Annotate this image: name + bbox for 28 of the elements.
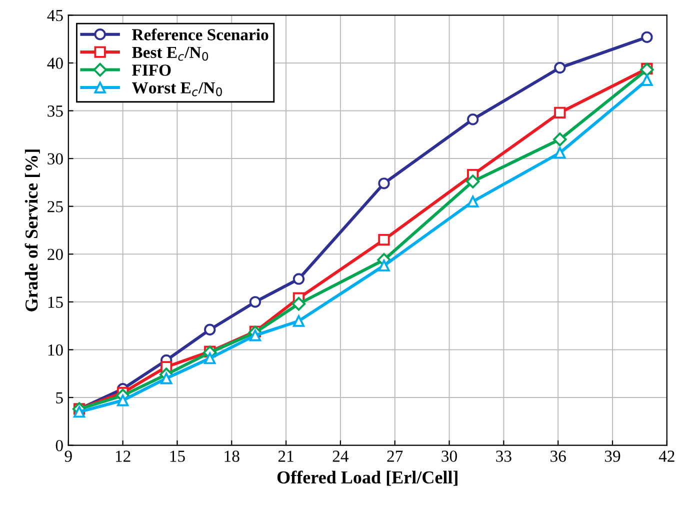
- y-tick-label: 5: [56, 392, 63, 404]
- x-tick-label: 39: [604, 450, 620, 462]
- x-tick-label: 30: [442, 450, 457, 462]
- x-tick-label: 27: [387, 450, 403, 462]
- x-tick-label: 36: [550, 450, 566, 462]
- y-tick-label: 10: [48, 344, 63, 356]
- x-tick-label: 15: [170, 450, 185, 462]
- y-tick-label: 0: [56, 440, 63, 452]
- legend-label: FIFO: [132, 64, 171, 76]
- x-tick-label: 18: [224, 450, 240, 462]
- x-tick-label: 21: [278, 450, 294, 462]
- x-tick-label: 12: [116, 450, 130, 462]
- x-tick-label: 9: [64, 450, 72, 462]
- x-axis-title: Offered Load [Erl/Cell]: [277, 470, 458, 486]
- y-tick-label: 30: [48, 153, 63, 164]
- y-tick-label: 40: [47, 58, 63, 69]
- y-tick-label: 35: [48, 106, 63, 117]
- x-tick-label: 42: [658, 450, 674, 462]
- x-tick-label: 33: [496, 450, 512, 462]
- legend-label: Reference Scenario: [132, 28, 268, 40]
- y-axis-title: Grade of Service [%]: [24, 150, 40, 312]
- x-tick-label: 24: [332, 450, 349, 462]
- y-tick-label: 25: [48, 201, 63, 212]
- y-tick-label: 15: [48, 296, 63, 308]
- legend-label: Worst E$_{c}$/N$_{0}$: [132, 82, 222, 96]
- legend-label: Best E$_{c}$/N$_{0}$: [132, 46, 208, 61]
- y-tick-label: 20: [48, 248, 63, 260]
- y-tick-label: 45: [47, 10, 63, 22]
